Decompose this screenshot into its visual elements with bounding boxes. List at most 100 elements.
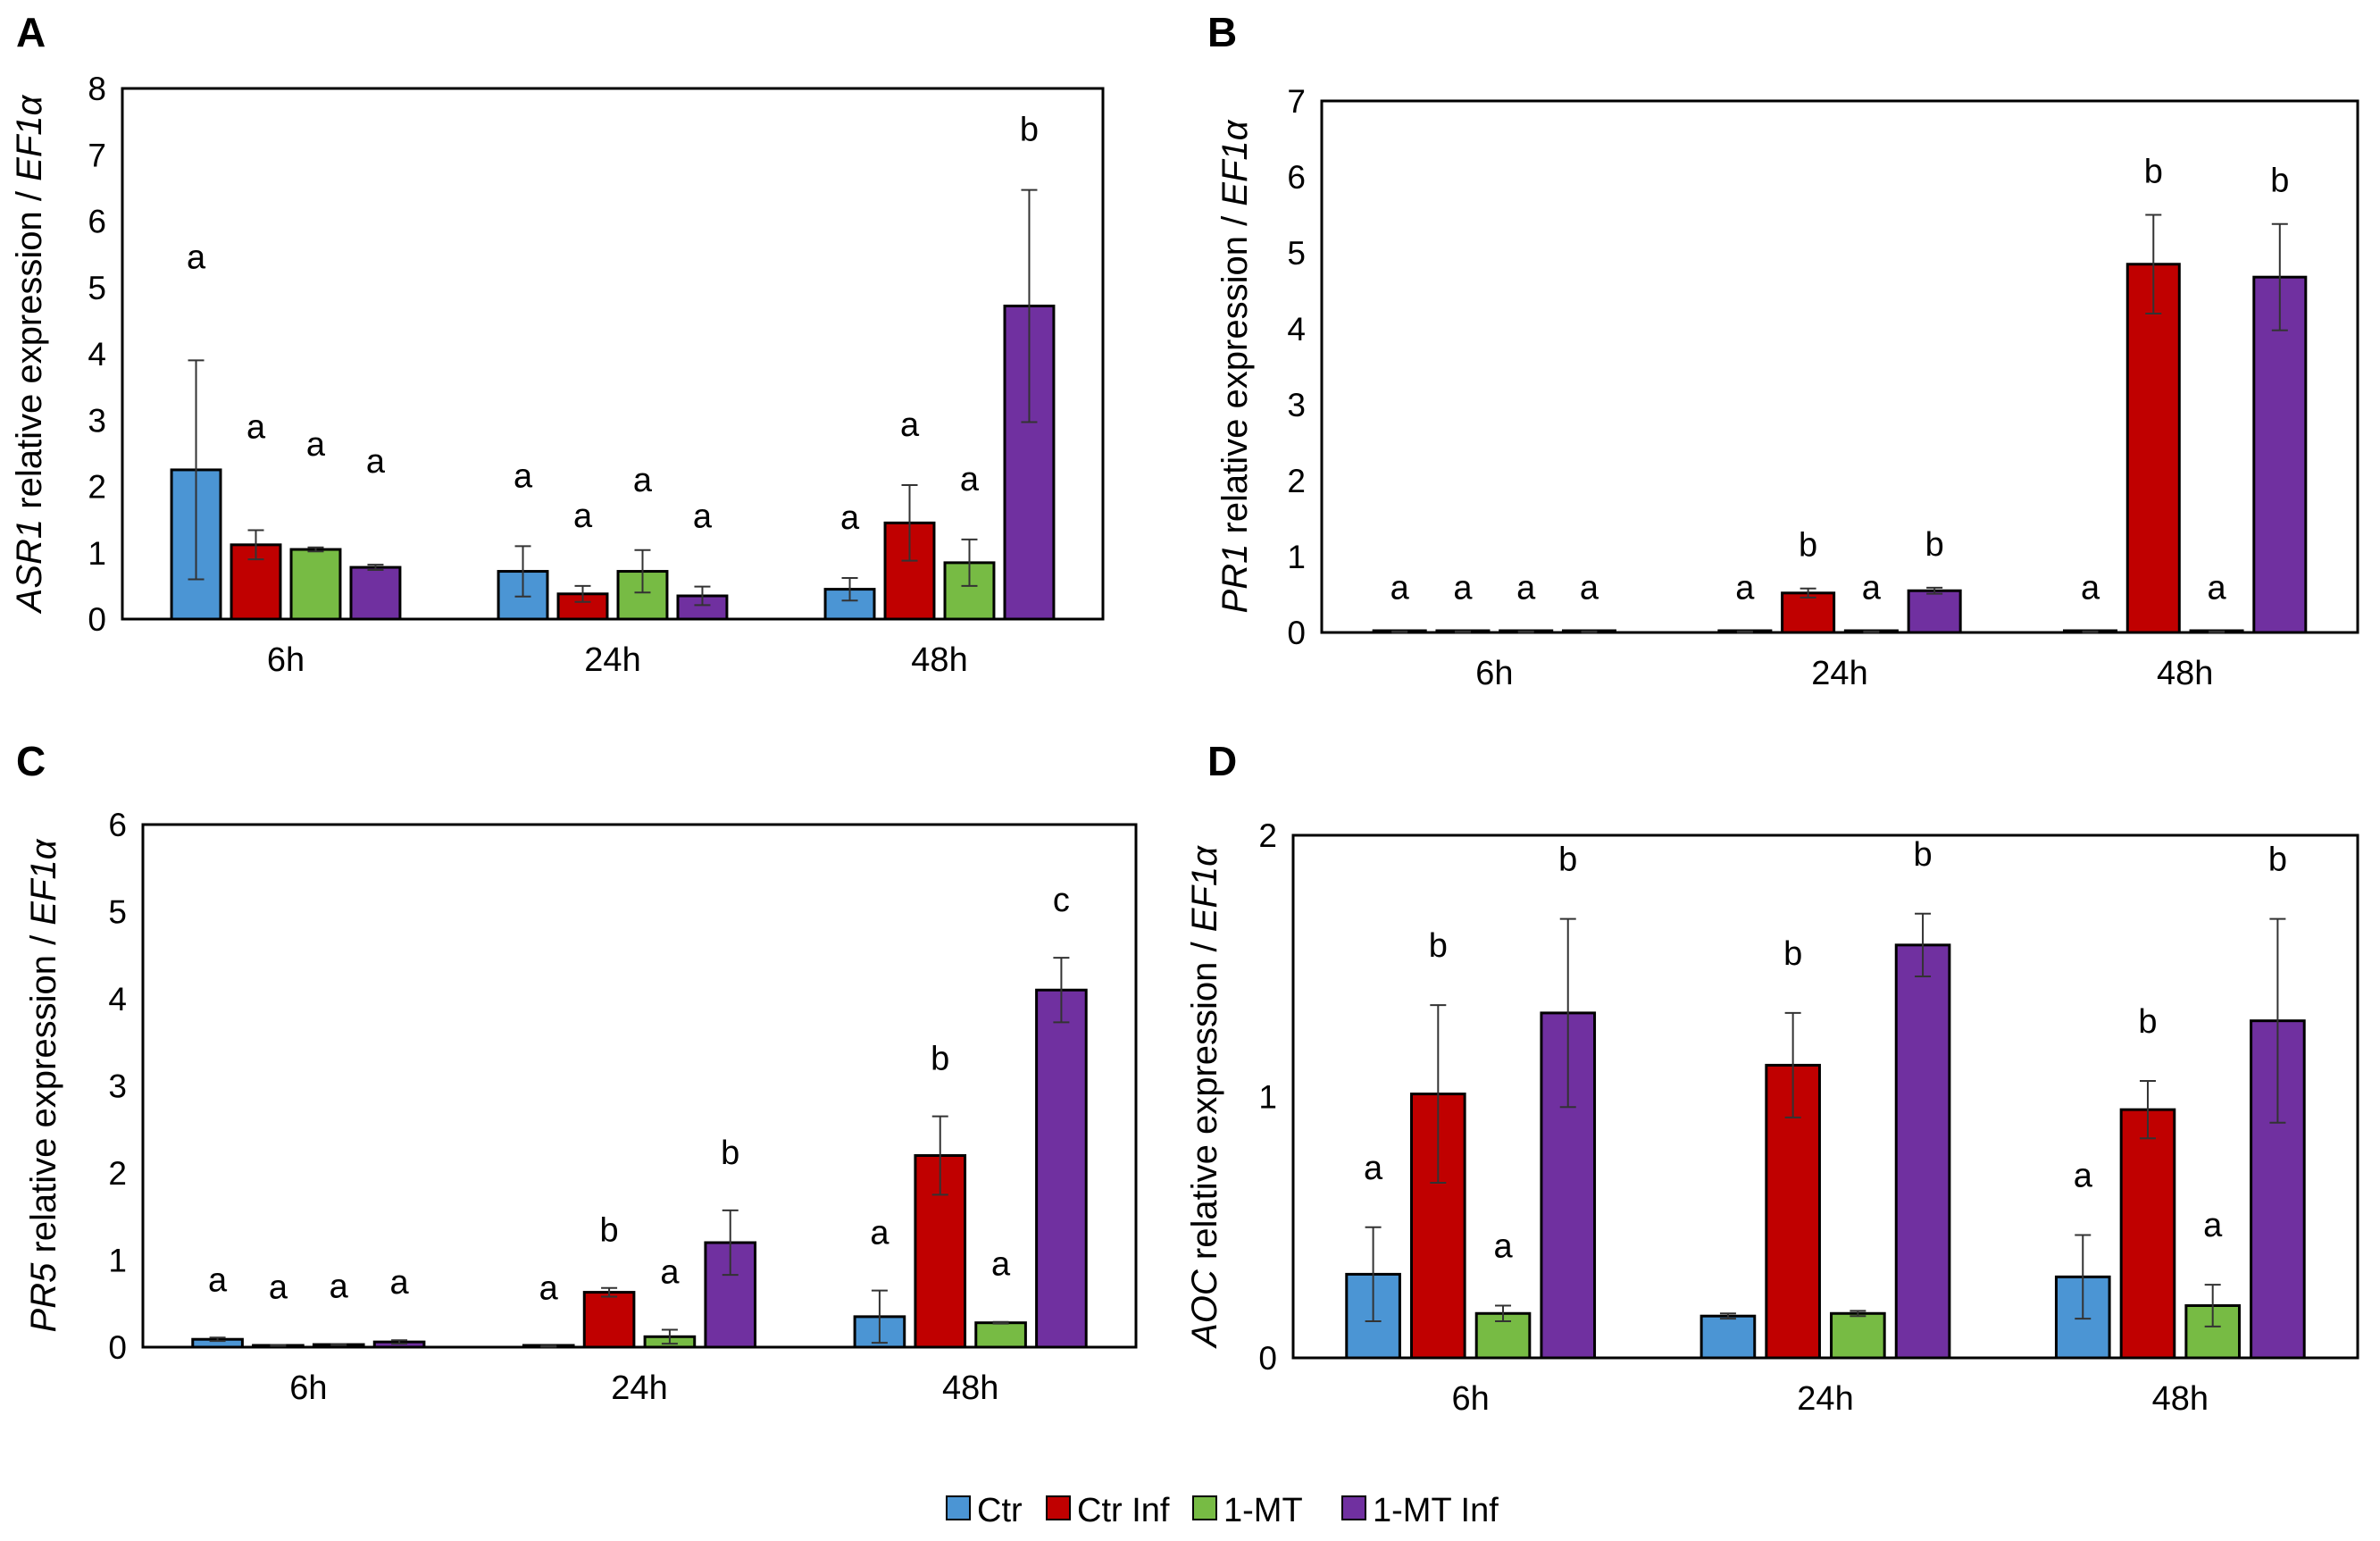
y-tick-label: 2 <box>88 469 106 506</box>
y-tick-label: 5 <box>88 270 106 306</box>
significance-letter: a <box>1580 570 1599 607</box>
y-axis-middle: relative expression / <box>1185 932 1224 1269</box>
error-bar-1-mt-24h <box>661 1328 678 1345</box>
significance-letter: a <box>2203 1207 2223 1244</box>
panel-letter: C <box>16 738 46 784</box>
panel-letter: B <box>1207 9 1237 55</box>
x-category-label-24h: 24h <box>1797 1380 1853 1418</box>
y-tick-label: 1 <box>1258 1079 1277 1116</box>
significance-letter: a <box>208 1261 228 1299</box>
significance-letter: a <box>1862 570 1882 607</box>
significance-letter: a <box>2207 570 2226 607</box>
y-tick-label: 4 <box>108 981 127 1018</box>
significance-letter: b <box>1558 842 1577 879</box>
y-axis-gene: PR5 <box>24 1262 63 1333</box>
significance-letter: a <box>1390 570 1410 607</box>
significance-letter: b <box>1799 527 1817 565</box>
y-tick-label: 4 <box>1287 311 1306 348</box>
x-category-label-24h: 24h <box>1811 655 1867 692</box>
significance-letter: b <box>2268 842 2287 879</box>
y-tick-label: 0 <box>1287 615 1306 651</box>
significance-letter: b <box>931 1041 949 1078</box>
y-axis-middle: relative expression / <box>1215 206 1255 544</box>
significance-letter: a <box>573 498 593 535</box>
error-bar-1-mt-inf-24h <box>1915 912 1932 977</box>
y-axis-gene: ASR1 <box>10 519 49 615</box>
plot-frame <box>141 823 1138 1349</box>
panel-a: A 0 1 2 3 4 5 6 7 8 ASR1 relative expression / EF1… <box>10 9 1105 679</box>
bar-1-mt-inf-48h <box>1035 988 1088 1349</box>
error-bar-ctr-inf-6h <box>1430 1004 1447 1185</box>
significance-letter: a <box>366 443 386 481</box>
significance-letter: b <box>2138 1003 2157 1041</box>
legend: Ctr Ctr Inf 1-MT 1-MT Inf <box>946 1492 1499 1529</box>
significance-letter: a <box>1516 570 1536 607</box>
error-bar-1-mt-inf-24h <box>1926 586 1943 595</box>
y-axis-gene: AOC <box>1185 1269 1224 1349</box>
error-bar-1-mt-inf-48h <box>2271 222 2288 331</box>
error-bar-ctr-24h <box>514 545 531 598</box>
plot-frame <box>1291 833 2359 1360</box>
x-category-label-48h: 48h <box>2157 655 2213 692</box>
error-bar-ctr-6h <box>209 1336 226 1343</box>
y-axis-middle: relative expression / <box>10 181 49 519</box>
significance-letter: a <box>840 499 860 537</box>
error-bar-ctr-24h <box>540 1344 557 1348</box>
bar-ctr-24h <box>1699 1314 1757 1360</box>
error-bar-1-mt-inf-24h <box>722 1209 739 1277</box>
significance-letter: b <box>1913 836 1932 874</box>
significance-letter: a <box>633 462 653 499</box>
y-tick-label: 7 <box>1287 83 1306 120</box>
significance-letter: a <box>660 1254 680 1292</box>
legend-swatch-1-mt <box>1192 1495 1217 1520</box>
bar-1-mt-inf-24h <box>676 594 729 621</box>
y-axis-ref: EF1α <box>10 95 49 181</box>
y-tick-label: 6 <box>88 204 106 240</box>
error-bar-1-mt-6h <box>1495 1304 1512 1323</box>
legend-label-1-mt: 1-MT <box>1223 1492 1303 1529</box>
y-tick-label: 1 <box>108 1243 127 1279</box>
significance-letter: b <box>2270 163 2289 200</box>
bar-1-mt-24h <box>1830 1311 1886 1360</box>
significance-letter: a <box>390 1264 410 1302</box>
significance-letter: b <box>2144 154 2163 191</box>
error-bar-1-mt-48h <box>2204 1284 2221 1327</box>
error-bar-ctr-6h <box>1365 1226 1382 1323</box>
error-bar-1-mt-inf-48h <box>2269 917 2286 1124</box>
bar-1-mt-48h <box>943 561 996 621</box>
panel-d: D 0 1 2 AOC relative expression / EF1α 6h a b a b… <box>1185 738 2359 1418</box>
y-tick-label: 0 <box>108 1329 127 1366</box>
bar-ctr-inf-48h <box>2125 263 2181 634</box>
x-category-label-6h: 6h <box>289 1369 327 1407</box>
panel-letter: A <box>16 9 46 55</box>
panel-letter: D <box>1207 738 1237 784</box>
bar-1-mt-inf-24h <box>1894 943 1951 1360</box>
error-bar-ctr-24h <box>1719 1312 1736 1320</box>
significance-letter: a <box>330 1269 349 1306</box>
y-tick-label: 1 <box>88 535 106 572</box>
error-bar-1-mt-24h <box>634 549 651 594</box>
y-tick-label: 4 <box>88 336 106 373</box>
significance-letter: a <box>991 1246 1011 1284</box>
x-category-label-6h: 6h <box>1475 655 1513 692</box>
error-bar-ctr-inf-6h <box>247 529 264 561</box>
x-category-label-6h: 6h <box>267 641 305 679</box>
y-tick-label: 3 <box>88 402 106 439</box>
error-bar-ctr-48h <box>871 1289 888 1344</box>
error-bar-ctr-inf-48h <box>2139 1079 2156 1140</box>
legend-label-ctr: Ctr <box>977 1492 1023 1529</box>
bar-ctr-inf-48h <box>2119 1108 2176 1360</box>
bar-1-mt-48h <box>974 1321 1027 1349</box>
error-bar-1-mt-inf-48h <box>1021 188 1038 423</box>
significance-letter: a <box>2074 1158 2093 1195</box>
significance-letter: a <box>306 426 326 464</box>
error-bar-1-mt-48h <box>961 538 978 587</box>
y-tick-label: 5 <box>108 894 127 931</box>
error-bar-1-mt-6h <box>330 1343 347 1346</box>
bar-1-mt-inf-24h <box>1907 589 1962 634</box>
legend-swatch-ctr <box>946 1495 971 1520</box>
y-tick-label: 5 <box>1287 235 1306 272</box>
y-axis-label: ASR1 relative expression / EF1α <box>10 95 49 615</box>
bar-ctr-inf-24h <box>1781 591 1836 634</box>
